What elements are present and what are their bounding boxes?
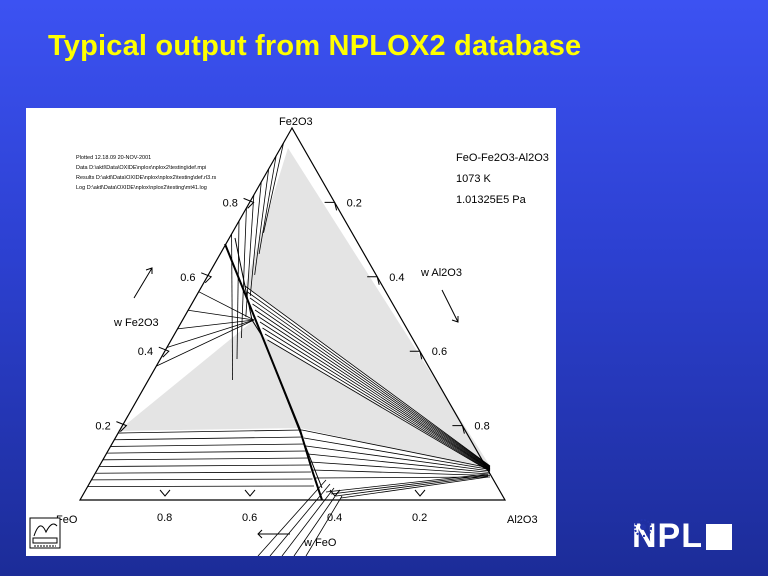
tie-line	[166, 319, 255, 348]
tie-line	[106, 450, 307, 454]
extension-line	[293, 491, 339, 556]
arrow-down-icon	[441, 289, 459, 323]
tie-line	[263, 142, 284, 233]
ternary-diagram-panel: Plotted 12.18.09 20-NOV-2001 Data D:\akt…	[26, 108, 556, 556]
npl-seal-icon	[634, 519, 732, 550]
tie-line	[241, 207, 247, 338]
tie-line	[325, 473, 489, 493]
tick-mark	[452, 425, 465, 434]
tie-line	[249, 181, 262, 296]
extension-line	[281, 487, 335, 556]
tie-line	[87, 485, 315, 488]
tie-line	[244, 285, 491, 467]
phase-region	[245, 148, 490, 466]
ternary-diagram: Plotted 12.18.09 20-NOV-2001 Data D:\akt…	[29, 116, 549, 556]
tie-line	[267, 339, 491, 472]
right-tick-label: 0.4	[389, 272, 404, 284]
tie-line	[245, 194, 255, 317]
tick-mark	[324, 201, 338, 211]
tie-line	[177, 319, 255, 330]
tie-line	[303, 437, 491, 470]
arrow-up-icon	[133, 267, 153, 299]
tie-line	[198, 291, 255, 321]
system-label: FeO-Fe2O3-Al2O3	[456, 152, 549, 164]
vertex-right-label: Al2O3	[507, 514, 538, 526]
left-tick-label: 0.6	[180, 272, 195, 284]
tie-line	[264, 333, 491, 472]
tick-mark	[409, 350, 423, 360]
tie-line	[118, 429, 303, 434]
right-tick-label: 0.8	[474, 421, 489, 433]
temperature-label: 1073 K	[456, 173, 492, 185]
tie-line	[309, 461, 491, 475]
tie-line	[247, 291, 491, 467]
bottom-tick-label: 0.6	[242, 512, 257, 524]
plot-info-line: Results D:\aktl\Data\OXIDE\nplox\nplox2\…	[76, 175, 217, 181]
plot-info-line: Data D:\aktl\Data\OXIDE\nplox\nplox2\tes…	[76, 165, 206, 171]
tie-line	[114, 436, 304, 441]
bottom-tick-label: 0.8	[157, 512, 172, 524]
tick-mark	[244, 489, 256, 497]
tie-line	[91, 478, 313, 481]
triangle-frame	[78, 126, 507, 501]
tie-line	[258, 155, 277, 254]
vertex-left-label: FeO	[56, 514, 78, 526]
plot-info-line: Plotted 12.18.09 20-NOV-2001	[76, 155, 151, 161]
arrow-left-icon	[257, 529, 290, 539]
tie-line	[254, 168, 270, 275]
tick-mark	[158, 346, 170, 358]
tie-line	[301, 429, 491, 469]
tick-mark	[414, 489, 426, 497]
tie-line	[340, 476, 489, 499]
mtdata-logo	[29, 517, 61, 549]
left-tick-label: 0.2	[95, 421, 110, 433]
tick-mark	[329, 489, 341, 497]
bottom-axis-label: w FeO	[303, 537, 337, 549]
tie-line	[330, 474, 489, 495]
left-tick-label: 0.8	[223, 197, 238, 209]
vertex-top-label: Fe2O3	[279, 116, 313, 128]
plot-info-line: Log D:\aktl\Data\OXIDE\nplox\nplox2\test…	[76, 185, 207, 191]
left-tick-label: 0.4	[138, 346, 153, 358]
tie-line	[311, 469, 491, 476]
right-axis-label: w Al2O3	[420, 267, 462, 279]
tick-mark	[159, 489, 171, 497]
tie-line	[305, 445, 491, 472]
tie-line	[254, 309, 491, 469]
tie-line	[262, 327, 491, 471]
tick-mark	[201, 272, 213, 284]
tick-mark	[367, 276, 380, 285]
bottom-tick-label: 0.2	[412, 512, 427, 524]
left-axis-label: w Fe2O3	[113, 317, 159, 329]
tie-line	[257, 315, 491, 470]
bottom-tick-label: 0.4	[327, 512, 342, 524]
tie-line	[335, 475, 489, 497]
phase-region	[118, 320, 490, 470]
tie-line	[236, 220, 240, 360]
right-tick-label: 0.6	[432, 346, 447, 358]
tie-line	[156, 319, 255, 367]
pressure-label: 1.01325E5 Pa	[456, 194, 527, 206]
tie-line	[259, 321, 491, 470]
extension-line	[269, 483, 331, 556]
extension-line	[257, 479, 327, 556]
tick-mark	[116, 421, 128, 432]
right-tick-label: 0.2	[347, 197, 362, 209]
tie-line	[252, 303, 491, 469]
tie-line	[95, 471, 312, 474]
slide-title: Typical output from NPLOX2 database	[48, 30, 582, 62]
npl-logo: NPL	[632, 517, 732, 556]
extension-line	[305, 495, 343, 556]
tie-line	[110, 443, 306, 447]
tie-line	[231, 234, 233, 381]
tie-line	[249, 297, 491, 468]
tie-line	[102, 457, 309, 461]
tie-line	[307, 453, 491, 473]
tie-line	[188, 309, 255, 321]
tie-line	[99, 464, 310, 467]
tick-mark	[243, 197, 255, 209]
